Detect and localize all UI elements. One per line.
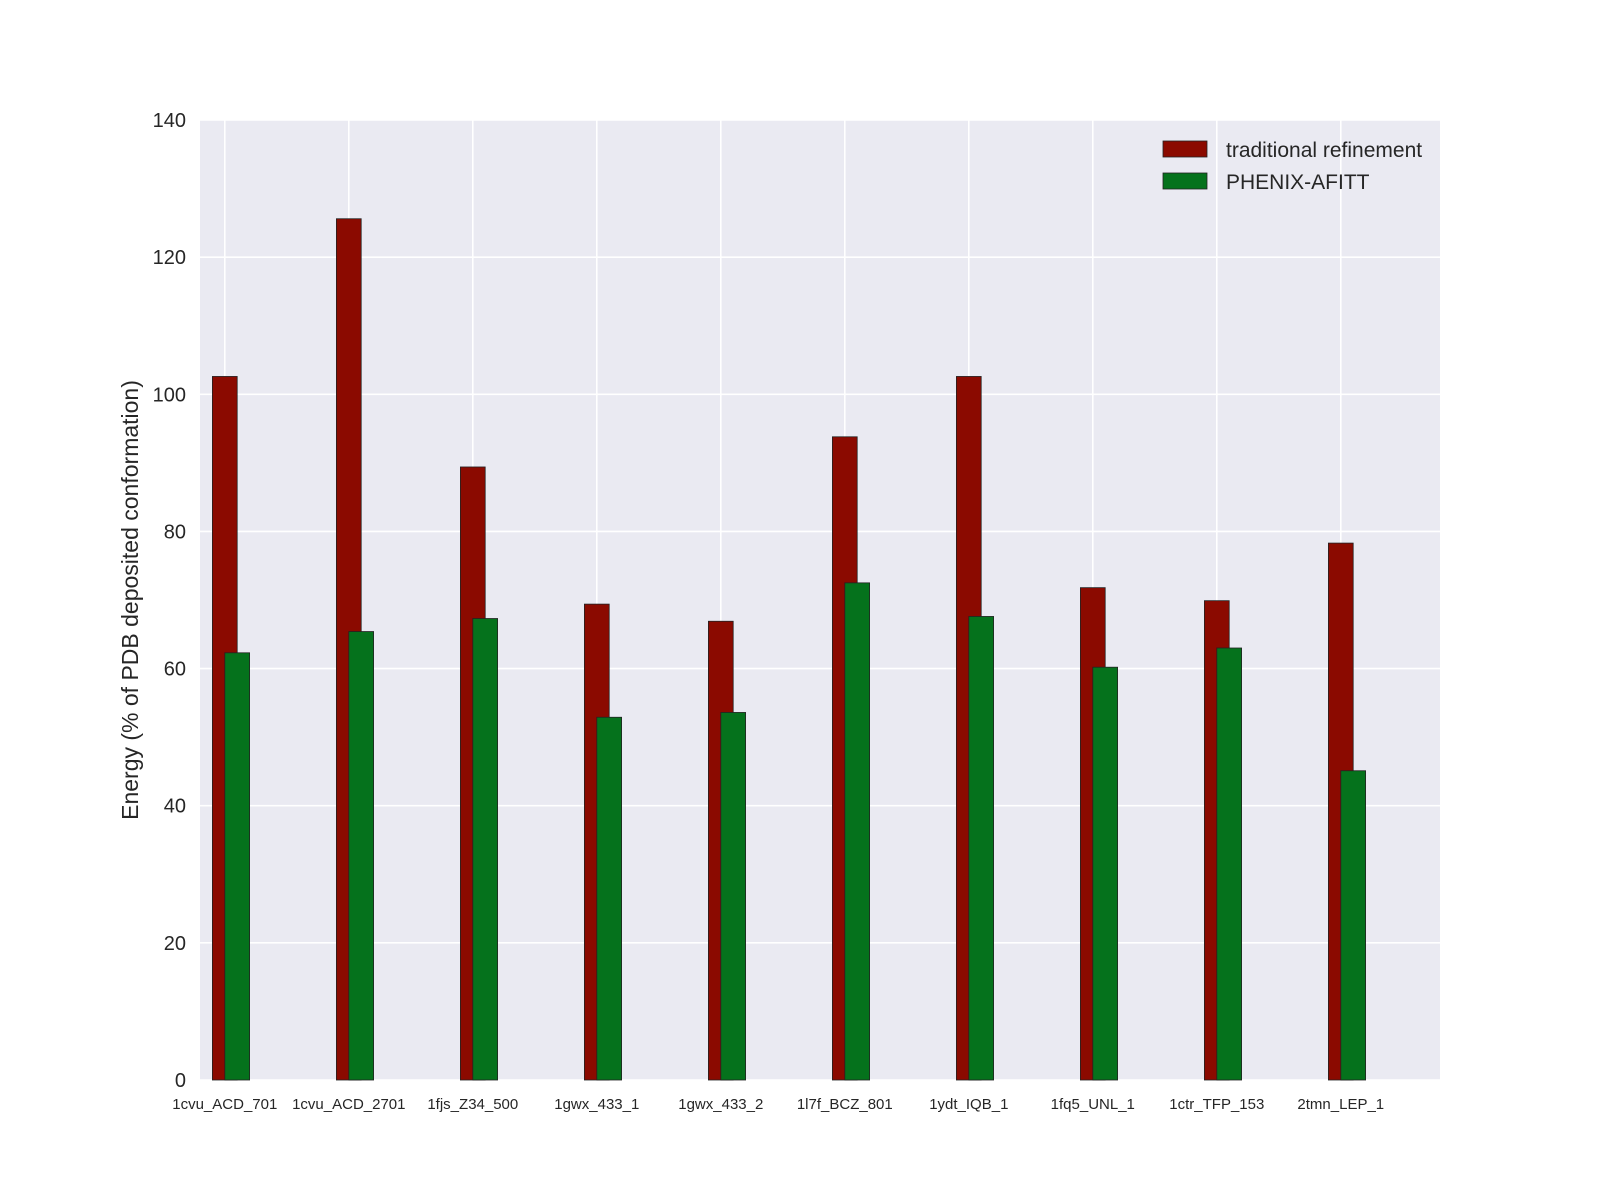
y-tick-label: 120 (153, 247, 186, 269)
y-axis-label: Energy (% of PDB deposited conformation) (117, 380, 143, 820)
bar-phenix-1cvu_ACD_701 (224, 652, 251, 1081)
x-tick-label: 2tmn_LEP_1 (1297, 1096, 1384, 1113)
legend-label-phenix: PHENIX-AFITT (1226, 171, 1370, 194)
x-tick-label: 1fq5_UNL_1 (1051, 1096, 1135, 1113)
y-tick-label: 100 (153, 384, 186, 406)
legend-label-traditional: traditional refinement (1226, 139, 1422, 162)
y-tick-labels: 0 20 40 60 80 100 120 140 (153, 110, 186, 1092)
x-tick-label: 1ctr_TFP_153 (1169, 1096, 1264, 1113)
y-tick-label: 60 (164, 659, 186, 681)
bars (211, 218, 1367, 1081)
bar-phenix-1gwx_433_1 (596, 716, 622, 1081)
x-tick-label: 1cvu_ACD_701 (172, 1096, 277, 1113)
x-tick-label: 1fjs_Z34_500 (427, 1096, 518, 1113)
x-tick-label: 1gwx_433_2 (678, 1096, 763, 1113)
y-tick-label: 140 (153, 110, 186, 132)
y-tick-label: 40 (164, 796, 186, 818)
bar-phenix-1fq5_UNL_1 (1092, 666, 1119, 1081)
bar-phenix-1gwx_433_2 (720, 712, 746, 1081)
bar-phenix-1ydt_IQB_1 (968, 616, 994, 1081)
x-tick-label: 1ydt_IQB_1 (929, 1096, 1008, 1113)
legend: traditional refinement PHENIX-AFITT (1162, 139, 1422, 194)
bar-phenix-2tmn_LEP_1 (1340, 770, 1367, 1081)
x-tick-labels: 1cvu_ACD_701 1cvu_ACD_2701 1fjs_Z34_500 1gw… (172, 1096, 1384, 1113)
y-tick-label: 80 (164, 521, 186, 543)
y-tick-label: 0 (175, 1070, 186, 1092)
legend-swatch-traditional (1162, 140, 1208, 158)
bar-phenix-1fjs_Z34_500 (472, 618, 498, 1081)
x-tick-label: 1gwx_433_1 (554, 1096, 639, 1113)
y-tick-label: 20 (164, 933, 186, 955)
plot-background (200, 120, 1440, 1080)
legend-swatch-phenix (1162, 172, 1208, 190)
x-tick-label: 1cvu_ACD_2701 (292, 1096, 405, 1113)
bar-phenix-1cvu_ACD_2701 (348, 631, 374, 1081)
bar-phenix-1ctr_TFP_153 (1216, 647, 1243, 1081)
bar-phenix-1l7f_BCZ_801 (844, 582, 870, 1081)
x-tick-label: 1l7f_BCZ_801 (797, 1096, 893, 1113)
